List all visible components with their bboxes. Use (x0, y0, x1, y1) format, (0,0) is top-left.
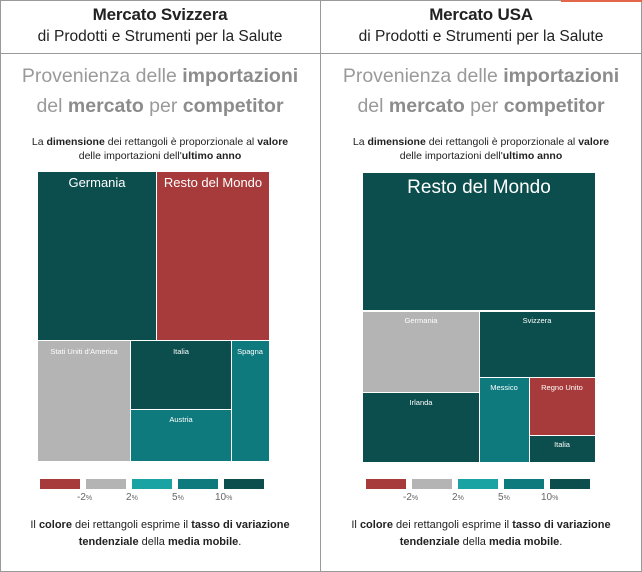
tile-regno-unito-rect (530, 378, 595, 435)
legend-label-pos2: 2% (126, 492, 138, 503)
tile-italia: Italia (131, 341, 231, 409)
tile-regno-unito: Regno Unito (530, 378, 595, 435)
legend-swatch-pos5 (132, 479, 172, 489)
tile-stati-uniti-rect (38, 341, 130, 461)
size-note: La dimensione dei rettangoli è proporzio… (352, 136, 610, 162)
accent-bar (561, 0, 642, 2)
legend-label-pos10: 10% (541, 492, 559, 503)
tile-austria: Austria (131, 410, 231, 461)
tile-resto-del-mondo-rect (157, 172, 269, 340)
chart-title-line1: Provenienza delle importazioni (21, 65, 299, 87)
chart-title-line2: del mercato per competitor (36, 95, 284, 117)
tile-stati-uniti-label: Stati Uniti d'America (50, 347, 118, 356)
legend-label-pos2: 2% (452, 492, 464, 503)
tile-italia-label: Italia (554, 440, 571, 449)
legend-swatch-neg2 (366, 479, 406, 489)
tile-irlanda-label: Irlanda (410, 398, 434, 407)
header-divider (0, 53, 642, 54)
tile-spagna-rect (232, 341, 269, 461)
tile-svizzera-rect (480, 312, 595, 377)
tile-resto-del-mondo: Resto del Mondo (157, 172, 269, 340)
tile-austria-label: Austria (169, 415, 193, 424)
color-note: Il colore dei rettangoli esprime il tass… (30, 519, 290, 548)
tile-resto-del-mondo-label: Resto del Mondo (164, 175, 262, 190)
panel-header-subtitle: di Prodotti e Strumenti per la Salute (37, 28, 283, 45)
tile-germania-rect (38, 172, 156, 340)
panel-header-subtitle: di Prodotti e Strumenti per la Salute (358, 28, 604, 45)
legend-label-pos5: 5% (498, 492, 510, 503)
tile-spagna: Spagna (232, 341, 269, 461)
tile-messico: Messico (480, 378, 529, 462)
legend-swatch-pos2 (86, 479, 126, 489)
tile-regno-unito-label: Regno Unito (541, 383, 583, 392)
tile-irlanda-rect (363, 393, 479, 462)
legend-label-neg2: -2% (403, 492, 419, 503)
tile-svizzera-label: Svizzera (523, 316, 553, 325)
legend-swatch-top (550, 479, 590, 489)
color-note: Il colore dei rettangoli esprime il tass… (351, 519, 611, 548)
tile-resto-del-mondo: Resto del Mondo (363, 173, 595, 310)
tile-italia-rect (530, 436, 595, 462)
legend-label-pos5: 5% (172, 492, 184, 503)
tile-stati-uniti: Stati Uniti d'America (38, 341, 130, 461)
tile-irlanda: Irlanda (363, 393, 479, 462)
tile-resto-del-mondo-label: Resto del Mondo (407, 177, 551, 198)
tile-germania-label: Germania (405, 316, 439, 325)
tile-austria-rect (131, 410, 231, 461)
tile-germania-label: Germania (68, 175, 126, 190)
tile-messico-rect (480, 378, 529, 462)
tile-italia-label: Italia (173, 347, 190, 356)
legend-swatch-pos10 (504, 479, 544, 489)
tile-messico-label: Messico (490, 383, 518, 392)
tile-italia: Italia (530, 436, 595, 462)
treemap-usa: Resto del Mondo Germania Svizzera Irland… (363, 173, 595, 462)
legend-swatch-pos5 (458, 479, 498, 489)
chart-title-line2: del mercato per competitor (357, 95, 605, 117)
legend-swatch-pos10 (178, 479, 218, 489)
tile-italia-rect (131, 341, 231, 409)
tile-spagna-label: Spagna (237, 347, 264, 356)
size-note: La dimensione dei rettangoli è proporzio… (31, 136, 289, 162)
legend-label-neg2: -2% (77, 492, 93, 503)
tile-svizzera: Svizzera (480, 312, 595, 377)
tile-germania-rect (363, 312, 479, 392)
panel-header-title: Mercato USA (429, 5, 533, 24)
panel-usa: Mercato USA di Prodotti e Strumenti per … (321, 0, 641, 571)
legend-swatch-pos2 (412, 479, 452, 489)
panel-svizzera: Mercato Svizzera di Prodotti e Strumenti… (0, 0, 320, 571)
legend-swatch-neg2 (40, 479, 80, 489)
chart-title-line1: Provenienza delle importazioni (342, 65, 620, 87)
panel-header-title: Mercato Svizzera (92, 5, 228, 24)
treemap-svizzera: Germania Resto del Mondo Stati Uniti d'A… (38, 172, 269, 461)
panel-divider (320, 0, 321, 571)
tile-germania: Germania (38, 172, 156, 340)
tile-resto-del-mondo-rect (363, 173, 595, 310)
tile-germania: Germania (363, 312, 479, 392)
legend-label-pos10: 10% (215, 492, 233, 503)
legend-swatch-top (224, 479, 264, 489)
